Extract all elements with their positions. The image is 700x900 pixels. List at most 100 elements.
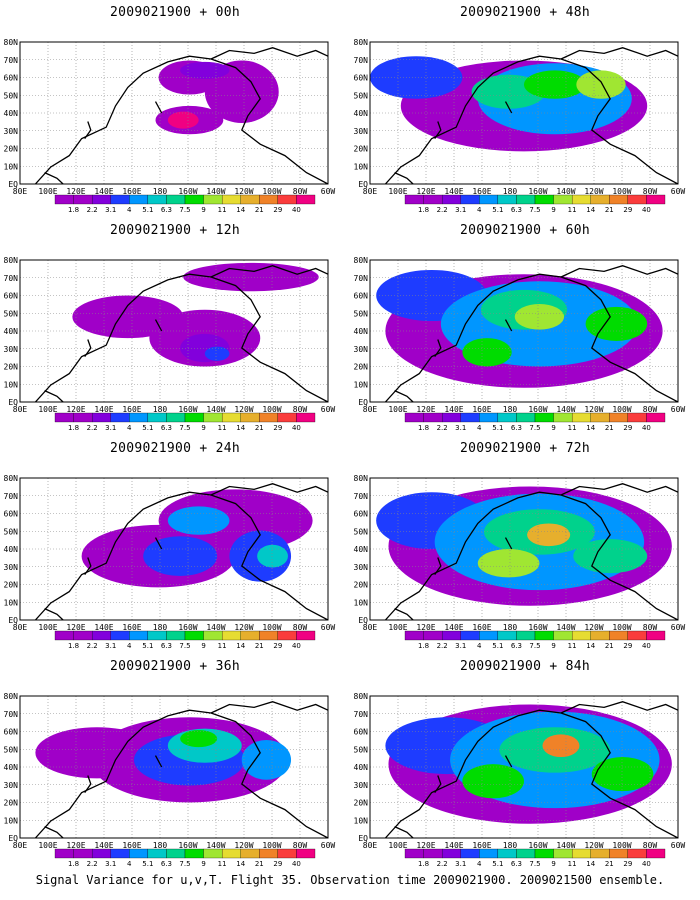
colorbar-label: 6.3 xyxy=(511,424,522,432)
colorbar-swatch xyxy=(609,412,629,423)
colorbar-swatch xyxy=(129,412,149,423)
colorbar-swatch xyxy=(259,412,279,423)
latitude-label: 40N xyxy=(4,545,19,554)
colorbar-label: 29 xyxy=(273,860,282,868)
latitude-label: EQ xyxy=(358,398,368,407)
gridlines xyxy=(20,42,328,184)
longitude-label: 80W xyxy=(643,623,658,632)
longitude-label: 100W xyxy=(262,405,281,414)
colorbar-label: 7.5 xyxy=(179,860,190,868)
colorbar-label: 9 xyxy=(201,642,205,650)
longitude-label: 80E xyxy=(363,405,378,414)
colorbar: 1.8 2.2 3.1 4 5.1 6.3 7.5 9 11 14 21 29 40 xyxy=(54,194,316,214)
coastlines xyxy=(34,701,328,838)
colorbar-swatch xyxy=(54,412,74,423)
colorbar-swatch xyxy=(516,194,536,205)
colorbar-swatch xyxy=(590,412,610,423)
colorbar: 1.8 2.2 3.1 4 5.1 6.3 7.5 9 11 14 21 29 40 xyxy=(404,630,666,650)
latitude-label: 30N xyxy=(4,563,19,572)
longitude-label: 140E xyxy=(94,841,113,850)
variance-contour xyxy=(573,539,648,574)
colorbar-swatch xyxy=(646,194,666,205)
colorbar-swatch xyxy=(110,630,130,641)
colorbar-label: 6.3 xyxy=(161,206,172,214)
variance-field xyxy=(376,486,672,606)
variance-field xyxy=(376,269,663,388)
latitude-label: 70N xyxy=(354,274,369,283)
variance-contour xyxy=(257,544,288,568)
colorbar-swatch xyxy=(479,848,499,859)
colorbar-label: 4 xyxy=(477,206,482,214)
latitude-label: 70N xyxy=(4,492,19,501)
colorbar-swatch xyxy=(73,194,93,205)
longitude-label: 100W xyxy=(262,623,281,632)
colorbar-swatch xyxy=(534,412,554,423)
colorbar-label: 40 xyxy=(642,642,651,650)
variance-contour xyxy=(204,60,279,123)
colorbar-label: 2.2 xyxy=(437,642,448,650)
longitude-label: 120E xyxy=(416,841,435,850)
colorbar-swatch xyxy=(627,848,647,859)
longitude-label: 80W xyxy=(293,841,308,850)
colorbar-swatch xyxy=(240,630,260,641)
colorbar-swatch xyxy=(166,194,186,205)
colorbar: 1.8 2.2 3.1 4 5.1 6.3 7.5 9 11 14 21 29 40 xyxy=(54,630,316,650)
longitude-label: 100E xyxy=(388,187,407,196)
panel-title: 2009021900 + 00h xyxy=(109,5,241,20)
colorbar-swatch xyxy=(240,848,260,859)
latitude-label: 60N xyxy=(354,292,369,301)
colorbar-swatch xyxy=(184,848,204,859)
colorbar-label: 4 xyxy=(477,642,482,650)
colorbar-label: 2.2 xyxy=(437,424,448,432)
longitude-label: 160E xyxy=(122,623,141,632)
colorbar-label: 9 xyxy=(551,206,555,214)
longitude-label: 180 xyxy=(153,405,168,414)
latitude-label: 60N xyxy=(4,292,19,301)
colorbar-label: 4 xyxy=(127,206,132,214)
colorbar-label: 4 xyxy=(127,642,132,650)
longitude-label: 140W xyxy=(556,841,575,850)
latitude-label: 60N xyxy=(4,74,19,83)
longitude-label: 60W xyxy=(321,187,336,196)
longitude-label: 160E xyxy=(122,405,141,414)
colorbar-swatch xyxy=(460,412,480,423)
longitude-label: 160W xyxy=(528,623,547,632)
colorbar-swatch xyxy=(296,412,316,423)
colorbar-swatch xyxy=(129,848,149,859)
latitude-label: 40N xyxy=(354,545,369,554)
colorbar-swatch xyxy=(460,194,480,205)
variance-contour xyxy=(241,740,292,780)
latitude-label: 50N xyxy=(4,309,19,318)
colorbar-swatch xyxy=(277,412,297,423)
colorbar-swatch xyxy=(129,194,149,205)
latitude-label: EQ xyxy=(8,834,18,843)
latitude-label: 30N xyxy=(4,127,19,136)
colorbar-label: 4 xyxy=(477,424,482,432)
variance-field xyxy=(385,704,672,824)
longitude-label: 120W xyxy=(584,405,603,414)
longitude-label: 180 xyxy=(153,623,168,632)
colorbar-swatch xyxy=(627,412,647,423)
figure-caption: Signal Variance for u,v,T. Flight 35. Ob… xyxy=(35,873,665,887)
latitude-label: 10N xyxy=(4,162,19,171)
colorbar-swatch xyxy=(73,630,93,641)
variance-contour xyxy=(183,262,319,292)
colorbar-swatch xyxy=(277,848,297,859)
colorbar-label: 6.3 xyxy=(161,424,172,432)
colorbar-label: 11 xyxy=(568,206,577,214)
longitude-label: 140W xyxy=(206,187,225,196)
latitude-label: 20N xyxy=(4,799,19,808)
colorbar-swatch xyxy=(147,194,167,205)
colorbar-swatch xyxy=(646,412,666,423)
latitude-label: 40N xyxy=(354,327,369,336)
latitude-label: 80N xyxy=(354,474,369,483)
latitude-label: 60N xyxy=(4,510,19,519)
colorbar-label: 1.8 xyxy=(418,642,429,650)
longitude-label: 140E xyxy=(444,841,463,850)
longitude-label: 100W xyxy=(612,187,631,196)
colorbar-label: 5.1 xyxy=(492,206,503,214)
latitude-label: 50N xyxy=(354,527,369,536)
colorbar-swatch xyxy=(166,412,186,423)
colorbar-swatch xyxy=(553,194,573,205)
longitude-label: 100E xyxy=(38,405,57,414)
